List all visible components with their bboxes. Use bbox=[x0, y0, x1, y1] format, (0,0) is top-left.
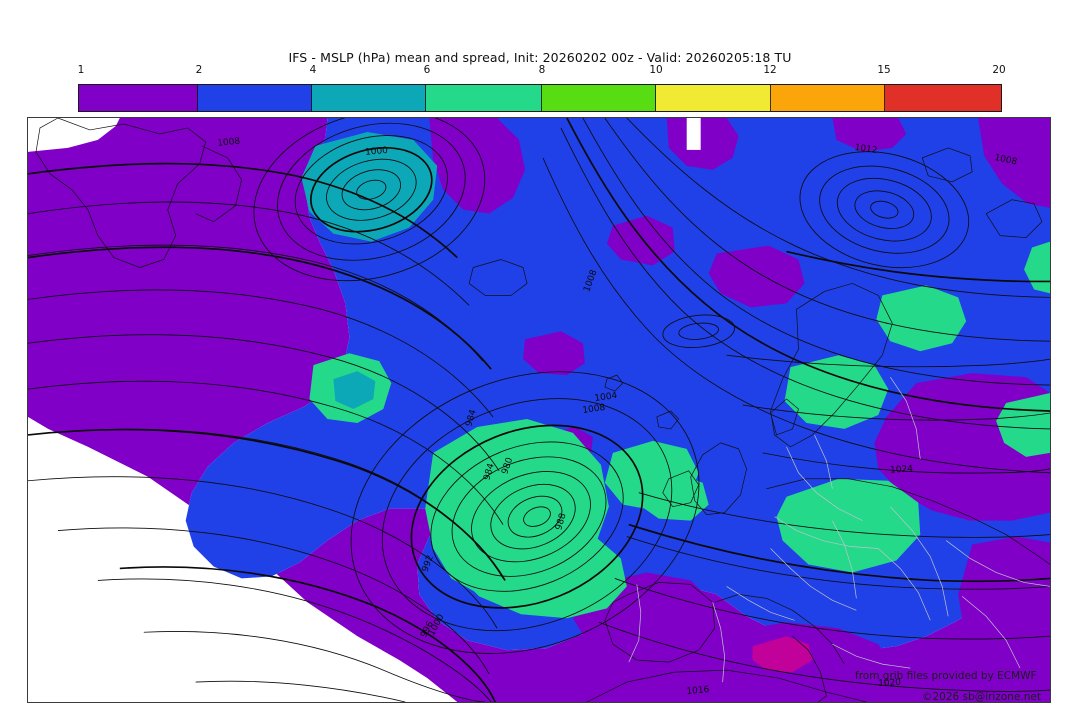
spread-band-4-6-scand-cell bbox=[776, 478, 921, 573]
svg-text:1000: 1000 bbox=[365, 146, 389, 158]
colorbar-tick-1: 1 bbox=[77, 64, 85, 76]
spread-band-4-6-deep-core bbox=[463, 450, 583, 559]
map-canvas: 1000 984 984 988 1008 1004 1024 1008 100… bbox=[28, 118, 1050, 702]
spread-purple-patch-north bbox=[429, 118, 526, 214]
colorbar-segment-6-8 bbox=[426, 85, 542, 111]
svg-text:1020: 1020 bbox=[878, 678, 902, 689]
spread-purple-patch-ne-upper bbox=[666, 118, 739, 170]
mslp-mid-ocean-centre bbox=[662, 314, 735, 348]
colorbar bbox=[78, 84, 1002, 112]
spread-purple-patch-east-ridge bbox=[958, 536, 1050, 677]
svg-text:1012: 1012 bbox=[854, 143, 878, 156]
colorbar-segment-2-4 bbox=[197, 85, 312, 111]
colorbar-segment-12-15 bbox=[770, 85, 886, 111]
low-spread-white-area-nw bbox=[28, 118, 120, 152]
spread-band-4-6-far-ne bbox=[638, 472, 709, 521]
spread-purple-patch-mid-atl bbox=[523, 331, 585, 376]
spread-band-4-6-greenland-low bbox=[301, 131, 438, 242]
svg-text:1008: 1008 bbox=[217, 137, 241, 149]
spread-purple-patch-ne-mid bbox=[708, 245, 805, 308]
svg-text:1004: 1004 bbox=[594, 391, 618, 404]
mslp-ne-system bbox=[799, 151, 970, 269]
spread-band-4-6-ne-cell bbox=[784, 355, 889, 429]
colorbar-tick-10: 10 bbox=[649, 64, 663, 76]
spread-purple-patch-ne-arc bbox=[832, 118, 907, 152]
map-top-notch bbox=[686, 118, 701, 150]
spread-band-4-6-top-right bbox=[1024, 241, 1050, 294]
spread-purple-patch-right-upper bbox=[978, 118, 1050, 208]
svg-text:1008: 1008 bbox=[993, 153, 1018, 168]
svg-text:1008: 1008 bbox=[582, 403, 606, 416]
colorbar-segments bbox=[78, 84, 1002, 112]
page-title: IFS - MSLP (hPa) mean and spread, Init: … bbox=[288, 50, 792, 65]
coastline-layer bbox=[35, 118, 1050, 702]
credit-source: from grib files provided by ECMWF bbox=[855, 670, 1037, 682]
colorbar-tick-6: 6 bbox=[423, 64, 431, 76]
map-panel[interactable]: 1000 984 984 988 1008 1004 1024 1008 100… bbox=[27, 117, 1051, 703]
colorbar-tick-15: 15 bbox=[877, 64, 891, 76]
colorbar-segment-10-12 bbox=[656, 85, 771, 111]
spread-band-4-6-north-cell bbox=[876, 285, 967, 352]
svg-text:984: 984 bbox=[464, 408, 478, 427]
colorbar-tick-20: 20 bbox=[992, 64, 1006, 76]
svg-text:984: 984 bbox=[482, 462, 496, 481]
colorbar-segment-15-20 bbox=[885, 85, 1001, 111]
spread-band-6-8-west-core bbox=[333, 371, 376, 410]
mslp-europe-contours bbox=[542, 118, 1050, 692]
spread-shading-layer bbox=[28, 118, 1050, 702]
svg-text:1016: 1016 bbox=[686, 685, 710, 697]
colorbar-tick-labels: 1 2 4 6 8 10 12 15 20 bbox=[0, 64, 1080, 80]
contour-label-layer: 1000 984 984 988 1008 1004 1024 1008 100… bbox=[217, 137, 1018, 697]
colorbar-segment-4-6 bbox=[311, 85, 427, 111]
mslp-bold-contours bbox=[28, 118, 1050, 702]
spread-magenta-alps-ridge bbox=[768, 648, 809, 673]
spread-purple-patch-icl bbox=[606, 215, 675, 266]
colorbar-segment-1-2 bbox=[79, 85, 198, 111]
colorbar-tick-2: 2 bbox=[195, 64, 203, 76]
credit-copyright: ©2026 sb@irizone.net bbox=[922, 691, 1041, 703]
colorbar-tick-4: 4 bbox=[309, 64, 317, 76]
colorbar-segment-8-10 bbox=[541, 85, 657, 111]
colorbar-tick-12: 12 bbox=[763, 64, 777, 76]
svg-text:1024: 1024 bbox=[890, 464, 914, 476]
colorbar-tick-8: 8 bbox=[538, 64, 546, 76]
svg-text:988: 988 bbox=[554, 512, 568, 531]
country-border-layer bbox=[628, 376, 1050, 683]
